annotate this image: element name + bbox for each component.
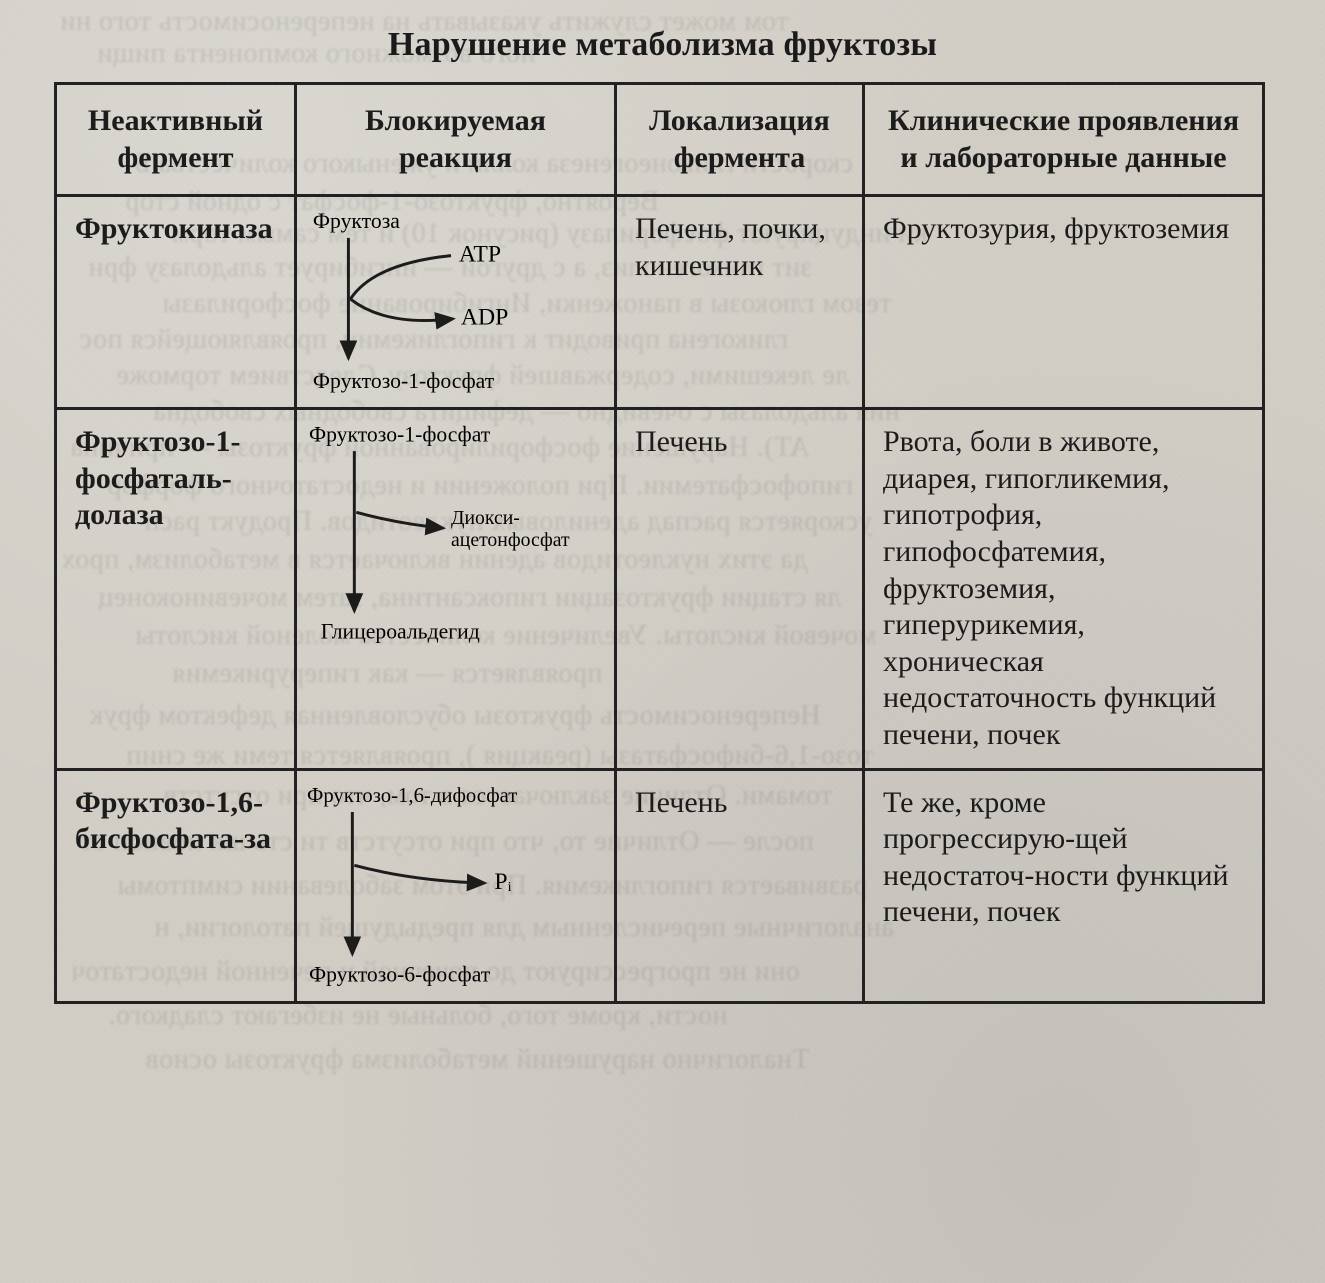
table-row: Фруктозо-1-фосфаталь-долаза Фруктозо-1-ф… [56,409,1264,769]
product-label-2: Глицероальдегид [321,620,480,644]
reaction-diagram: Фруктоза ATP ADP Фруктозо-1-фосфат [305,203,604,403]
localization-cell: Печень [616,409,864,769]
header-inactive-enzyme: Неактивный фермент [56,84,296,196]
header-localization: Локализация фермента [616,84,864,196]
enzyme-name: Фруктокиназа [56,196,296,409]
reaction-cell: Фруктозо-1-фосфат Диокси- ацетонфосфат Г… [296,409,616,769]
header-row: Неактивный фермент Блокируемая реакция Л… [56,84,1264,196]
localization-cell: Печень [616,769,864,1002]
side-in-label: ATP [459,242,501,268]
page-title: Нарушение метаболизма фруктозы [0,26,1325,64]
branch-label-3: Pᵢ [494,869,511,895]
enzyme-name: Фруктозо-1-фосфаталь-долаза [56,409,296,769]
substrate-label: Фруктоза [313,209,400,233]
substrate-label-2: Фруктозо-1-фосфат [309,422,491,446]
clinical-cell: Фруктозурия, фруктоземия [864,196,1264,409]
branch-label-2: ацетонфосфат [451,529,570,551]
clinical-cell: Рвота, боли в животе, диарея, гипогликем… [864,409,1264,769]
clinical-cell: Те же, кроме прогрессирую-щей недостаточ… [864,769,1264,1002]
table-row: Фруктокиназа Фруктоза [56,196,1264,409]
localization-cell: Печень, почки, кишечник [616,196,864,409]
side-out-label: ADP [461,305,508,331]
branch-label-1: Диокси- [451,507,520,529]
reaction-diagram: Фруктозо-1,6-дифосфат Pᵢ Фруктозо-6-фосф… [305,777,604,997]
reaction-cell: Фруктозо-1,6-дифосфат Pᵢ Фруктозо-6-фосф… [296,769,616,1002]
table-row: Фруктозо-1,6-бисфосфата-за Фруктозо-1,6-… [56,769,1264,1002]
reaction-diagram: Фруктозо-1-фосфат Диокси- ацетонфосфат Г… [305,416,604,656]
metabolism-table: Неактивный фермент Блокируемая реакция Л… [54,82,1265,1004]
header-clinical: Клинические проявления и лабораторные да… [864,84,1264,196]
substrate-label-3: Фруктозо-1,6-дифосфат [307,785,517,807]
enzyme-name: Фруктозо-1,6-бисфосфата-за [56,769,296,1002]
product-label: Фруктозо-1-фосфат [313,369,495,393]
reaction-cell: Фруктоза ATP ADP Фруктозо-1-фосфат [296,196,616,409]
product-label-3: Фруктозо-6-фосфат [309,962,491,986]
header-blocked-reaction: Блокируемая реакция [296,84,616,196]
